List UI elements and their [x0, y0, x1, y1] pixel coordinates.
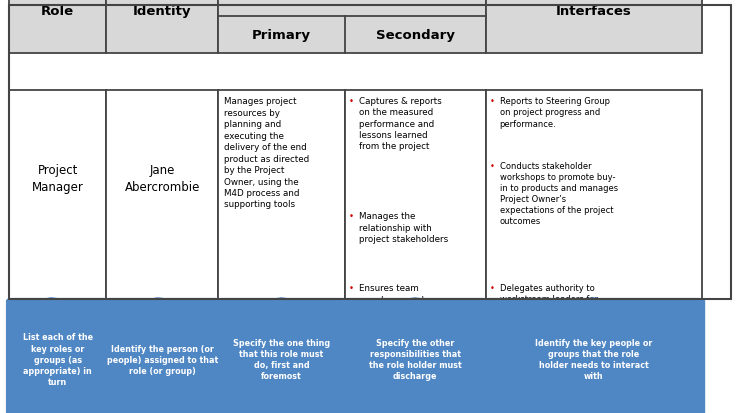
Polygon shape — [259, 298, 303, 301]
Bar — [107, 0, 218, 54]
FancyBboxPatch shape — [342, 298, 488, 413]
Text: Manages the
relationship with
project stakeholders: Manages the relationship with project st… — [359, 212, 448, 243]
Text: Conducts stakeholder
workshops to promote buy-
in to products and manages
Projec: Conducts stakeholder workshops to promot… — [500, 161, 618, 225]
Bar — [485, 0, 702, 54]
FancyBboxPatch shape — [6, 298, 110, 413]
Bar — [107, 91, 218, 299]
Text: Identity: Identity — [133, 5, 192, 18]
Bar — [9, 0, 107, 54]
Text: Jane
Abercrombie: Jane Abercrombie — [124, 164, 200, 193]
Text: Specify the one thing
that this role must
do, first and
foremost: Specify the one thing that this role mus… — [233, 338, 330, 380]
Text: Captures & reports
on the measured
performance and
lessons learned
from the proj: Captures & reports on the measured perfo… — [359, 97, 442, 150]
Text: Delegates authority to
workstream leaders for
conduct of project activities: Delegates authority to workstream leader… — [500, 283, 616, 315]
Text: •: • — [490, 161, 495, 170]
Text: Identify the key people or
groups that the role
holder needs to interact
with: Identify the key people or groups that t… — [535, 338, 653, 380]
Polygon shape — [140, 298, 184, 301]
FancyBboxPatch shape — [104, 298, 221, 413]
Text: Primary: Primary — [252, 28, 311, 42]
FancyBboxPatch shape — [482, 298, 705, 413]
Text: List each of the
key roles or
groups (as
appropriate) in
turn: List each of the key roles or groups (as… — [22, 333, 92, 386]
Text: •: • — [349, 284, 354, 293]
Bar — [485, 91, 702, 299]
Text: •: • — [349, 212, 354, 221]
Text: •: • — [349, 97, 354, 106]
Text: Interfaces: Interfaces — [556, 5, 632, 18]
Bar — [218, 91, 345, 299]
Text: Project
Manager: Project Manager — [32, 164, 84, 193]
Text: Reports to Steering Group
on project progress and
performance.: Reports to Steering Group on project pro… — [500, 97, 610, 128]
Text: •: • — [490, 283, 495, 292]
Bar — [9, 6, 731, 299]
Text: Manages project
resources by
planning and
executing the
delivery of the end
prod: Manages project resources by planning an… — [224, 97, 309, 209]
Polygon shape — [572, 298, 616, 301]
Bar — [218, 0, 485, 54]
Polygon shape — [36, 298, 80, 301]
FancyBboxPatch shape — [215, 298, 348, 413]
Text: Specify the other
responsibilities that
the role holder must
discharge: Specify the other responsibilities that … — [369, 338, 462, 380]
Text: Identify the person (or
people) assigned to that
role (or group): Identify the person (or people) assigned… — [107, 344, 218, 375]
Text: Role: Role — [41, 5, 74, 18]
Text: Secondary: Secondary — [376, 28, 454, 42]
Text: Ensures team
members seed
development of
future projects: Ensures team members seed development of… — [359, 284, 428, 326]
Bar — [9, 91, 107, 299]
Text: •: • — [490, 97, 495, 106]
Polygon shape — [393, 298, 437, 301]
Bar — [345, 91, 485, 299]
